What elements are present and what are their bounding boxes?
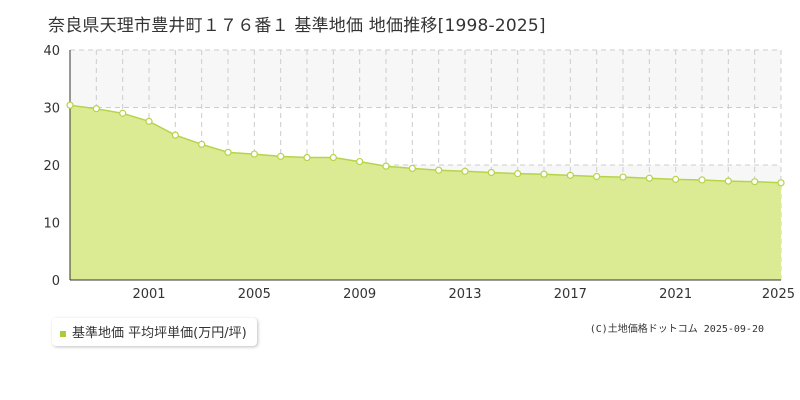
data-point: [514, 170, 522, 178]
data-point: [698, 176, 706, 184]
legend: 基準地価 平均坪単価(万円/坪): [52, 318, 257, 346]
x-tick-label: 2013: [448, 287, 481, 302]
price-area: [70, 105, 781, 280]
data-point: [566, 171, 574, 179]
credit-text: (C)土地価格ドットコム 2025-09-20: [589, 324, 764, 335]
x-tick-label: 2001: [132, 287, 165, 302]
data-point: [66, 101, 74, 109]
data-point: [672, 175, 680, 183]
x-tick-label: 2025: [762, 287, 795, 302]
x-tick-label: 2005: [238, 287, 271, 302]
data-point: [250, 150, 258, 158]
data-point: [619, 173, 627, 181]
data-point: [329, 153, 337, 162]
x-tick-label: 2017: [554, 287, 587, 302]
y-tick-label: 10: [43, 217, 60, 232]
data-point: [198, 140, 206, 148]
y-tick-label: 20: [43, 159, 60, 174]
data-point: [435, 166, 443, 174]
data-point: [277, 152, 285, 160]
grid-band: [70, 50, 781, 108]
data-point: [119, 109, 127, 117]
data-point: [777, 179, 785, 187]
data-point: [171, 131, 179, 139]
data-point: [724, 177, 732, 185]
data-point: [593, 172, 601, 181]
data-point: [145, 117, 153, 125]
data-point: [92, 105, 100, 113]
chart-title: 奈良県天理市豊井町１７６番１ 基準地価 地価推移[1998-2025]: [48, 16, 546, 36]
data-point: [487, 168, 495, 177]
data-point: [382, 162, 390, 170]
y-tick-label: 40: [43, 44, 60, 59]
data-point: [461, 167, 469, 175]
data-point: [303, 153, 311, 162]
x-tick-label: 2021: [659, 287, 692, 302]
data-point: [751, 178, 759, 186]
price-line: [69, 104, 782, 184]
y-tick-label: 0: [52, 274, 60, 289]
y-tick-label: 30: [43, 102, 60, 117]
legend-marker: [60, 330, 66, 337]
data-point: [540, 170, 548, 178]
data-point: [224, 148, 232, 156]
data-point: [645, 174, 653, 182]
x-tick-label: 2009: [343, 287, 376, 302]
legend-label: 基準地価 平均坪単価(万円/坪): [72, 326, 247, 341]
data-point: [408, 164, 416, 173]
data-point: [356, 157, 364, 166]
